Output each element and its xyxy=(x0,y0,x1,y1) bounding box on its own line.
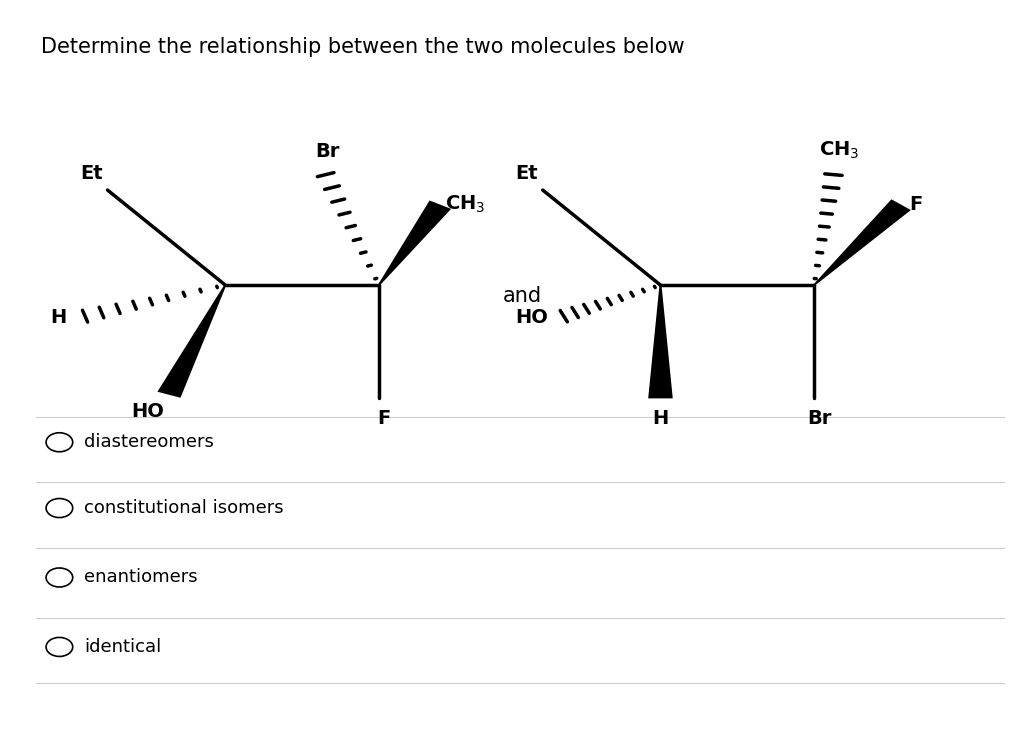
Text: F: F xyxy=(378,409,390,428)
Polygon shape xyxy=(813,200,910,286)
Text: diastereomers: diastereomers xyxy=(84,433,214,451)
Text: identical: identical xyxy=(84,638,161,656)
Text: H: H xyxy=(50,308,67,327)
Text: Br: Br xyxy=(807,409,831,428)
Text: enantiomers: enantiomers xyxy=(84,569,198,586)
Polygon shape xyxy=(158,285,226,398)
Text: CH$_3$: CH$_3$ xyxy=(445,194,485,216)
Text: Et: Et xyxy=(80,164,102,183)
Text: constitutional isomers: constitutional isomers xyxy=(84,499,284,517)
Text: CH$_3$: CH$_3$ xyxy=(819,140,860,161)
Text: Determine the relationship between the two molecules below: Determine the relationship between the t… xyxy=(41,37,685,56)
Text: Br: Br xyxy=(315,142,340,161)
Text: HO: HO xyxy=(515,308,548,327)
Polygon shape xyxy=(378,200,452,285)
Text: Et: Et xyxy=(515,164,538,183)
Text: HO: HO xyxy=(131,402,164,421)
Polygon shape xyxy=(648,285,673,398)
Text: and: and xyxy=(503,286,542,306)
Text: H: H xyxy=(652,409,669,428)
Text: F: F xyxy=(909,195,923,214)
